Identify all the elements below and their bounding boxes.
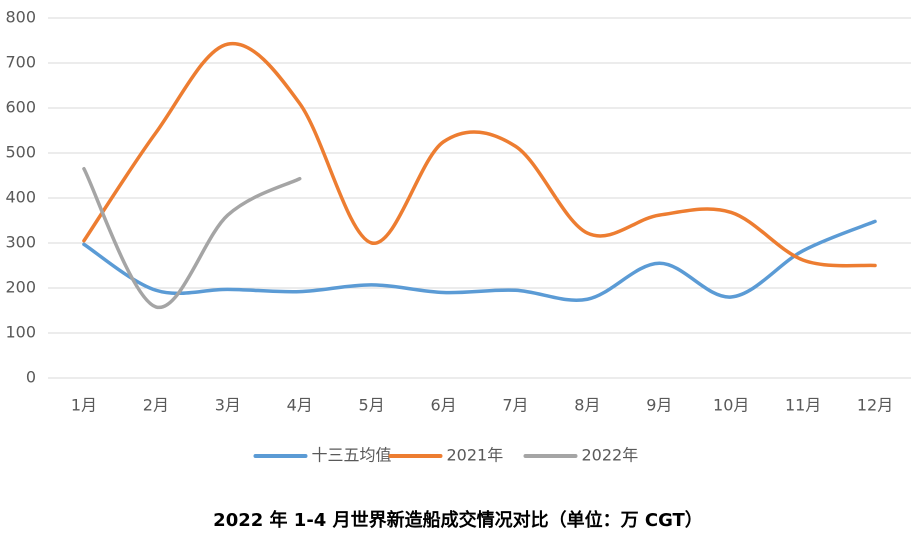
y-tick-label: 100 — [5, 323, 36, 342]
x-tick-label: 6月 — [430, 396, 456, 415]
series-line — [82, 219, 877, 302]
x-tick-label: 4月 — [287, 396, 313, 415]
x-tick-label: 3月 — [215, 396, 241, 415]
y-tick-label: 600 — [5, 98, 36, 117]
series-line — [82, 41, 877, 268]
x-tick-label: 8月 — [574, 396, 600, 415]
y-tick-label: 200 — [5, 278, 36, 297]
x-tick-label: 2月 — [143, 396, 169, 415]
x-tick-label: 7月 — [502, 396, 528, 415]
series-line — [82, 167, 302, 309]
y-tick-label: 400 — [5, 188, 36, 207]
y-tick-label: 300 — [5, 233, 36, 252]
x-tick-label: 1月 — [71, 396, 97, 415]
x-tick-label: 5月 — [359, 396, 385, 415]
x-tick-label: 12月 — [857, 396, 893, 415]
y-tick-label: 700 — [5, 53, 36, 72]
legend-label: 十三五均值 — [312, 446, 392, 465]
x-tick-label: 10月 — [713, 396, 749, 415]
x-tick-label: 9月 — [646, 396, 672, 415]
legend-label: 2022年 — [582, 446, 639, 465]
y-tick-label: 0 — [26, 368, 36, 387]
legend-label: 2021年 — [447, 446, 504, 465]
y-tick-label: 500 — [5, 143, 36, 162]
chart-title: 2022 年 1-4 月世界新造船成交情况对比（单位：万 CGT） — [213, 509, 703, 531]
y-tick-label: 800 — [5, 8, 36, 27]
x-tick-label: 11月 — [785, 396, 821, 415]
